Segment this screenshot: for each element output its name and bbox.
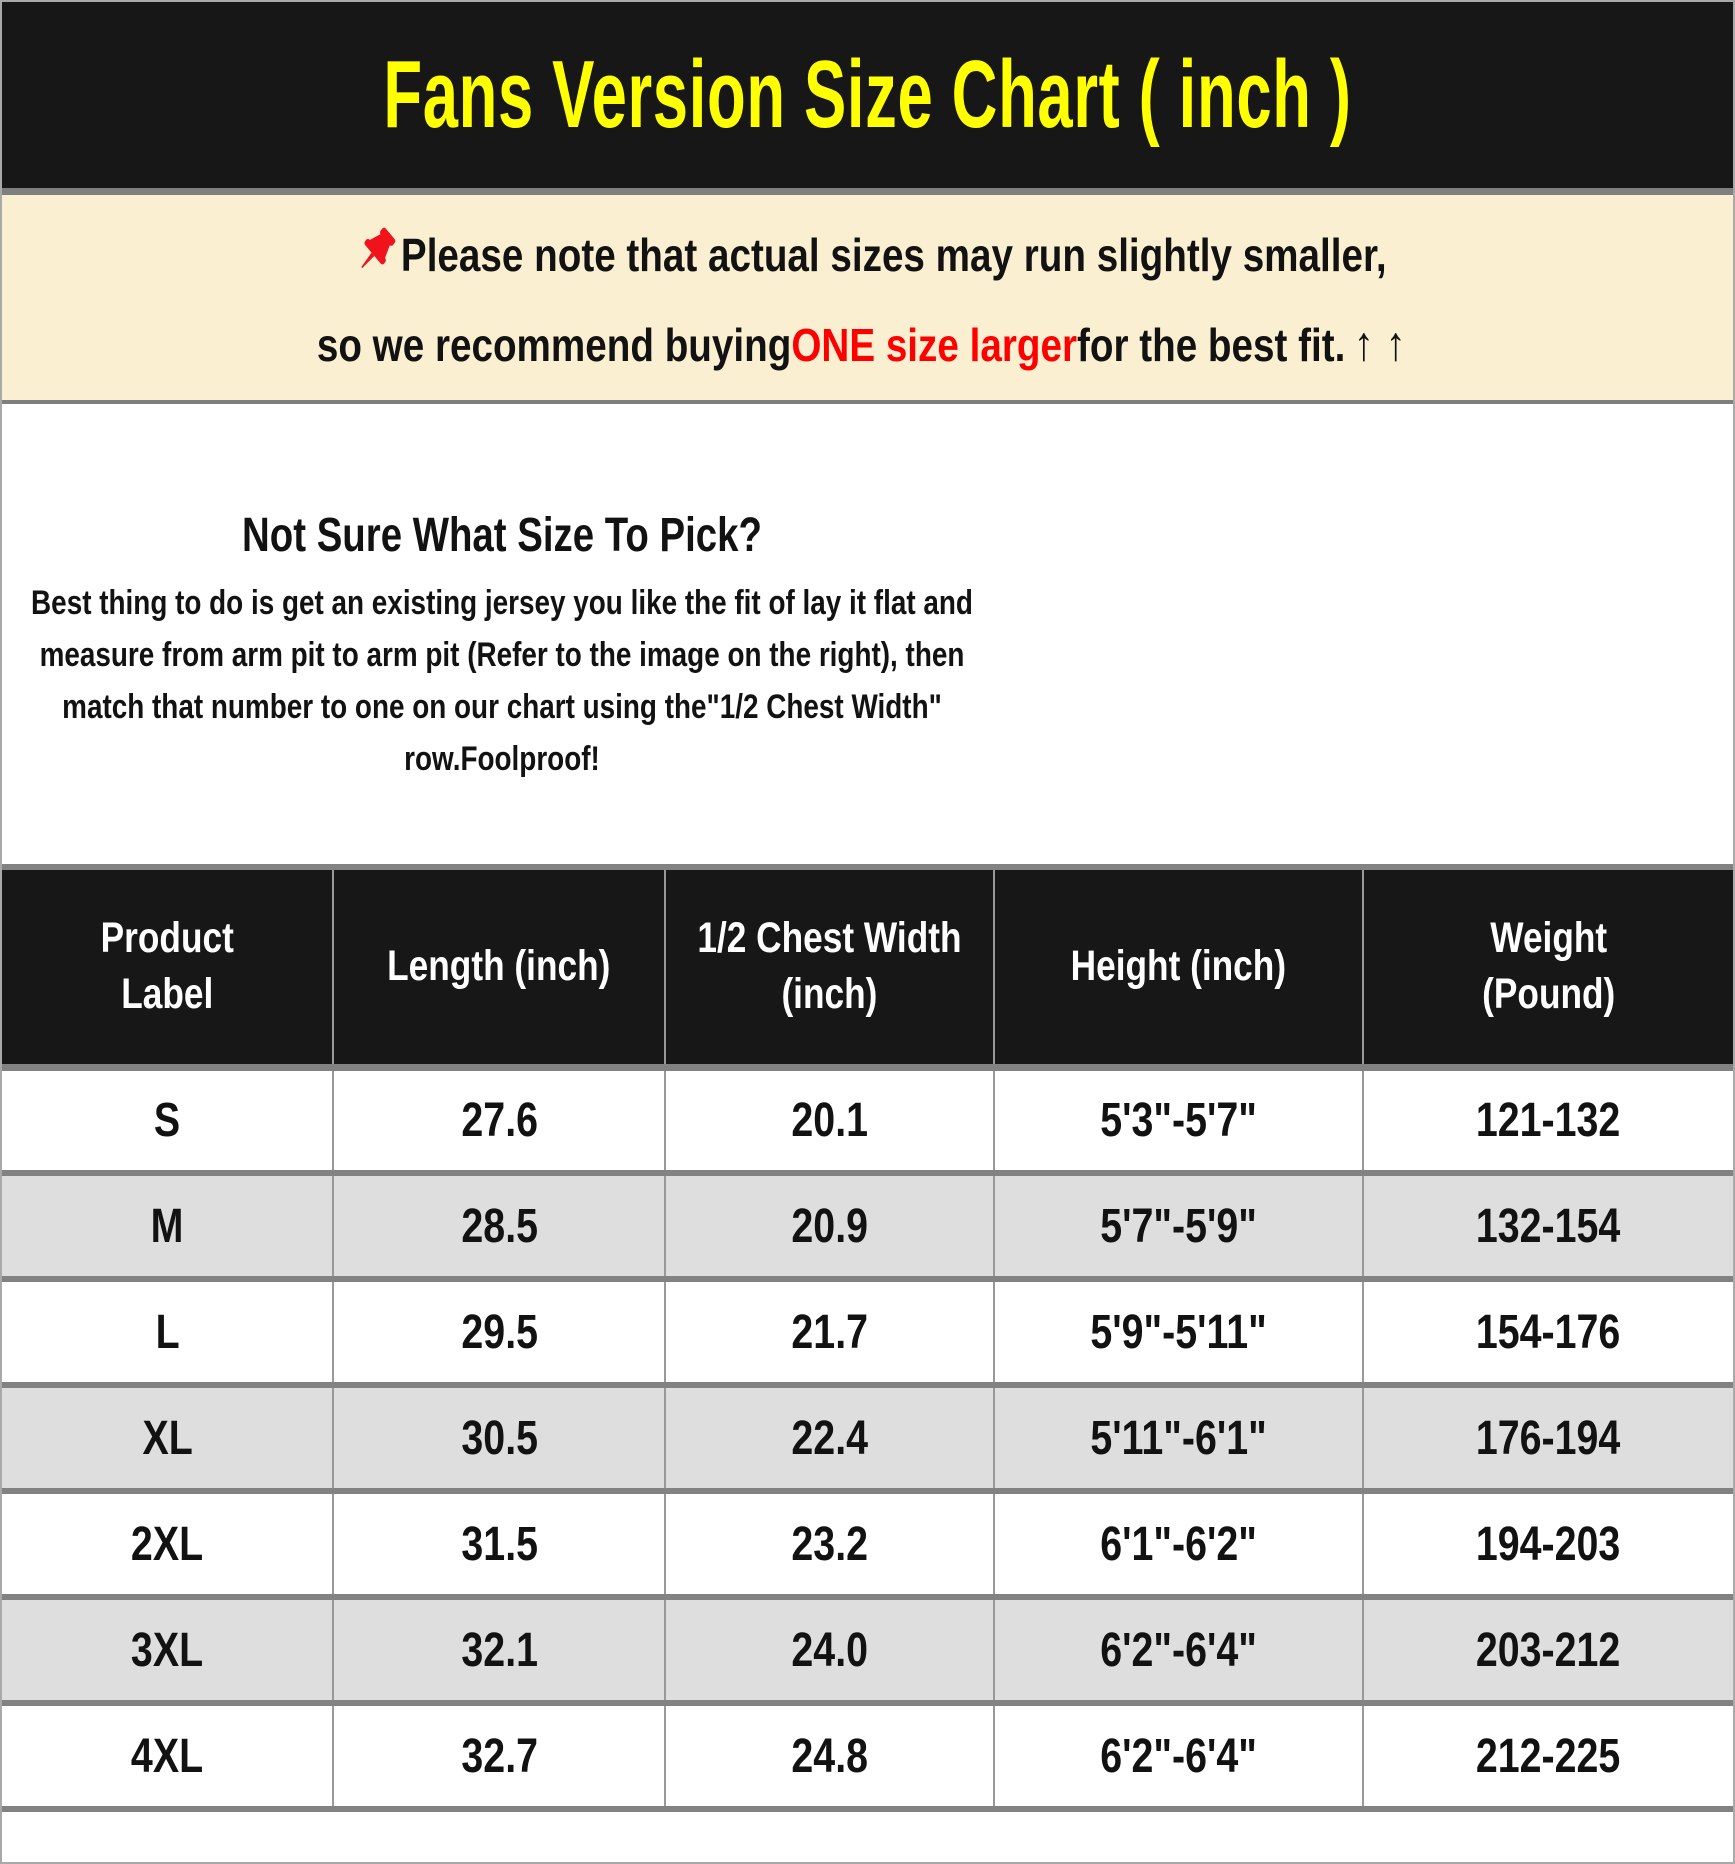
- guide-heading: Not Sure What Size To Pick?: [242, 509, 762, 562]
- column-header-product-label: Product Label: [2, 864, 335, 1071]
- cell-length: 29.5: [332, 1279, 666, 1388]
- notice-highlight: ONE size larger: [791, 318, 1078, 371]
- cell-product-label: 3XL: [2, 1597, 335, 1706]
- cell-height: 6'2"-6'4": [992, 1597, 1364, 1706]
- cell-length: 32.1: [332, 1597, 666, 1706]
- cell-length: 32.7: [332, 1703, 666, 1812]
- cell-weight: 121-132: [1361, 1067, 1733, 1176]
- table-row-4xl: 4XL 32.7 24.8 6'2"-6'4" 212-225: [2, 1703, 1733, 1812]
- page-header: Fans Version Size Chart ( inch ): [2, 2, 1733, 188]
- cell-length: 30.5: [332, 1385, 666, 1494]
- cell-chest: 23.2: [663, 1491, 995, 1600]
- table-row-m: M 28.5 20.9 5'7"-5'9" 132-154: [2, 1173, 1733, 1282]
- guide-body: Best thing to do is get an existing jers…: [31, 584, 973, 778]
- cell-length: 28.5: [332, 1173, 666, 1282]
- cell-product-label: XL: [2, 1385, 335, 1494]
- divider: [2, 400, 1733, 404]
- table-row-l: L 29.5 21.7 5'9"-5'11" 154-176: [2, 1279, 1733, 1388]
- cell-chest: 24.8: [663, 1703, 995, 1812]
- cell-height: 5'9"-5'11": [992, 1279, 1364, 1388]
- cell-chest: 24.0: [663, 1597, 995, 1706]
- cell-height: 5'11"-6'1": [992, 1385, 1364, 1494]
- cell-height: 5'3"-5'7": [992, 1067, 1364, 1176]
- table-row-3xl: 3XL 32.1 24.0 6'2"-6'4" 203-212: [2, 1597, 1733, 1706]
- column-header-weight: Weight (Pound): [1361, 864, 1733, 1071]
- cell-product-label: S: [2, 1067, 335, 1176]
- cell-chest: 20.1: [663, 1067, 995, 1176]
- cell-height: 5'7"-5'9": [992, 1173, 1364, 1282]
- cell-weight: 194-203: [1361, 1491, 1733, 1600]
- cell-chest: 21.7: [663, 1279, 995, 1388]
- column-header-height: Height (inch): [992, 864, 1364, 1071]
- table-header-row: Product Label Length (inch) 1/2 Chest Wi…: [2, 864, 1733, 1071]
- cell-weight: 154-176: [1361, 1279, 1733, 1388]
- table-row-s: S 27.6 20.1 5'3"-5'7" 121-132: [2, 1067, 1733, 1176]
- cell-product-label: M: [2, 1173, 335, 1282]
- table-row-2xl: 2XL 31.5 23.2 6'1"-6'2" 194-203: [2, 1491, 1733, 1600]
- cell-weight: 176-194: [1361, 1385, 1733, 1494]
- notice-banner: Please note that actual sizes may run sl…: [2, 195, 1733, 400]
- divider: [2, 188, 1733, 195]
- notice-line-1: Please note that actual sizes may run sl…: [349, 227, 1387, 283]
- page-title: Fans Version Size Chart ( inch ): [383, 41, 1352, 148]
- notice-text-2-prefix: so we recommend buying: [317, 318, 792, 371]
- cell-height: 6'1"-6'2": [992, 1491, 1364, 1600]
- column-header-chest-width: 1/2 Chest Width (inch): [663, 864, 995, 1071]
- sizing-guide-section: Not Sure What Size To Pick? Best thing t…: [2, 404, 1733, 1213]
- notice-text-2-suffix: for the best fit.: [1077, 318, 1346, 371]
- cell-height: 6'2"-6'4": [992, 1703, 1364, 1812]
- up-arrows-icon: ↑↑: [1354, 318, 1418, 371]
- sizing-guide-text: Not Sure What Size To Pick? Best thing t…: [2, 404, 1002, 785]
- cell-length: 27.6: [332, 1067, 666, 1176]
- notice-text-1: Please note that actual sizes may run sl…: [400, 229, 1387, 281]
- column-header-length: Length (inch): [332, 864, 666, 1071]
- cell-product-label: 4XL: [2, 1703, 335, 1812]
- cell-length: 31.5: [332, 1491, 666, 1600]
- cell-chest: 22.4: [663, 1385, 995, 1494]
- cell-chest: 20.9: [663, 1173, 995, 1282]
- pushpin-icon: [361, 227, 396, 269]
- notice-line-2: so we recommend buying ONE size larger f…: [317, 317, 1418, 372]
- cell-product-label: 2XL: [2, 1491, 335, 1600]
- cell-weight: 132-154: [1361, 1173, 1733, 1282]
- cell-weight: 203-212: [1361, 1597, 1733, 1706]
- table-row-xl: XL 30.5 22.4 5'11"-6'1" 176-194: [2, 1385, 1733, 1494]
- cell-product-label: L: [2, 1279, 335, 1388]
- size-table: Product Label Length (inch) 1/2 Chest Wi…: [2, 864, 1733, 1812]
- size-table-container: Product Label Length (inch) 1/2 Chest Wi…: [2, 864, 1733, 1812]
- cell-weight: 212-225: [1361, 1703, 1733, 1812]
